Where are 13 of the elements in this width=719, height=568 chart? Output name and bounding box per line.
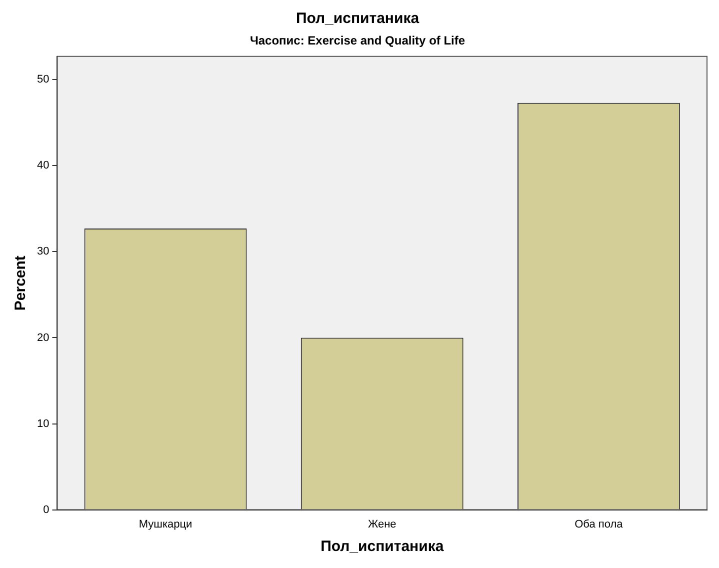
y-tick-label: 10 [36,418,50,430]
y-axis-title: Percent [12,256,30,311]
x-tick-label: Жене [368,518,396,530]
x-tick-label: Мушкарци [138,518,192,530]
y-tick-label: 30 [36,246,50,258]
y-tick-label: 0 [43,504,50,516]
y-tick-label: 50 [36,74,50,86]
x-axis-title: Пол_испитаника [320,538,444,556]
chart-title: Пол_испитаника [296,10,420,28]
y-tick-label: 20 [36,332,50,344]
chart-subtitle: Часопис: Exercise and Quality of Life [250,34,466,48]
x-tick-label: Оба пола [574,518,624,530]
y-tick-label: 40 [36,160,50,172]
